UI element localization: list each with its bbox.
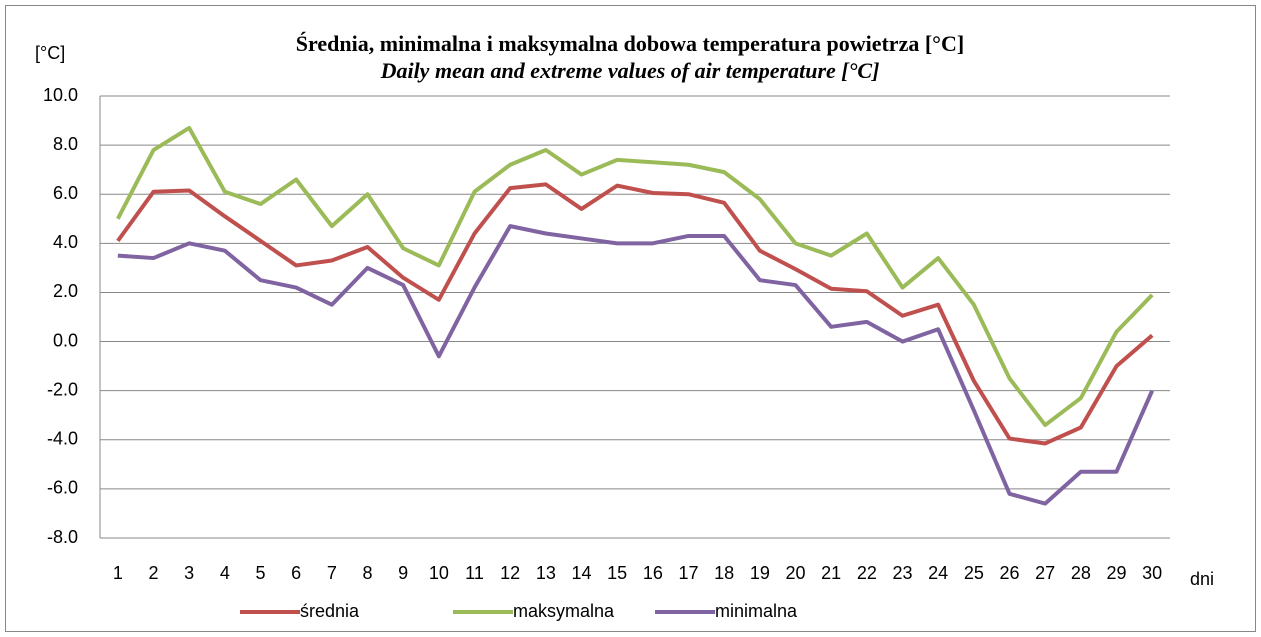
x-tick-label: 27 [1035, 563, 1055, 583]
y-tick-label: 8.0 [53, 134, 78, 154]
y-tick-label: 6.0 [53, 183, 78, 203]
x-tick-label: 20 [785, 563, 805, 583]
x-tick-label: 28 [1071, 563, 1091, 583]
y-tick-label: 10.0 [43, 85, 78, 105]
x-tick-label: 16 [643, 563, 663, 583]
chart-subtitle: Daily mean and extreme values of air tem… [380, 58, 880, 83]
x-tick-label: 12 [500, 563, 520, 583]
x-tick-label: 13 [536, 563, 556, 583]
x-tick-label: 26 [999, 563, 1019, 583]
series-line [116, 125, 1154, 428]
x-tick-label: 8 [362, 563, 372, 583]
y-tick-label: -6.0 [47, 478, 78, 498]
series-line [116, 182, 1154, 446]
x-tick-label: 9 [398, 563, 408, 583]
x-tick-label: 2 [148, 563, 158, 583]
legend-label: minimalna [715, 601, 798, 621]
chart-frame [5, 5, 1256, 632]
x-tick-label: 19 [750, 563, 770, 583]
x-tick-label: 15 [607, 563, 627, 583]
y-tick-label: -8.0 [47, 527, 78, 547]
x-tick-label: 7 [327, 563, 337, 583]
x-tick-label: 3 [184, 563, 194, 583]
legend-label: maksymalna [513, 601, 615, 621]
x-tick-label: 22 [857, 563, 877, 583]
x-tick-label: 1 [113, 563, 123, 583]
x-tick-label: 18 [714, 563, 734, 583]
x-tick-label: 25 [964, 563, 984, 583]
x-tick-label: 23 [892, 563, 912, 583]
x-tick-label: 17 [678, 563, 698, 583]
x-tick-label: 4 [220, 563, 230, 583]
chart-title: Średnia, minimalna i maksymalna dobowa t… [296, 31, 964, 56]
legend-label: średnia [300, 601, 360, 621]
y-axis-label: [°C] [35, 43, 65, 63]
x-tick-label: 24 [928, 563, 948, 583]
x-tick-label: 30 [1142, 563, 1162, 583]
x-tick-label: 14 [571, 563, 591, 583]
x-tick-label: 29 [1106, 563, 1126, 583]
y-tick-label: 0.0 [53, 330, 78, 350]
series-line [117, 224, 1154, 506]
x-tick-label: 6 [291, 563, 301, 583]
x-tick-label: 10 [429, 563, 449, 583]
y-tick-label: 2.0 [53, 281, 78, 301]
y-tick-label: 4.0 [53, 232, 78, 252]
x-tick-label: 21 [821, 563, 841, 583]
x-tick-label: 5 [255, 563, 265, 583]
y-tick-label: -2.0 [47, 379, 78, 399]
x-tick-label: 11 [465, 563, 484, 583]
y-tick-label: -4.0 [47, 429, 78, 449]
x-axis-label: dni [1190, 569, 1214, 589]
